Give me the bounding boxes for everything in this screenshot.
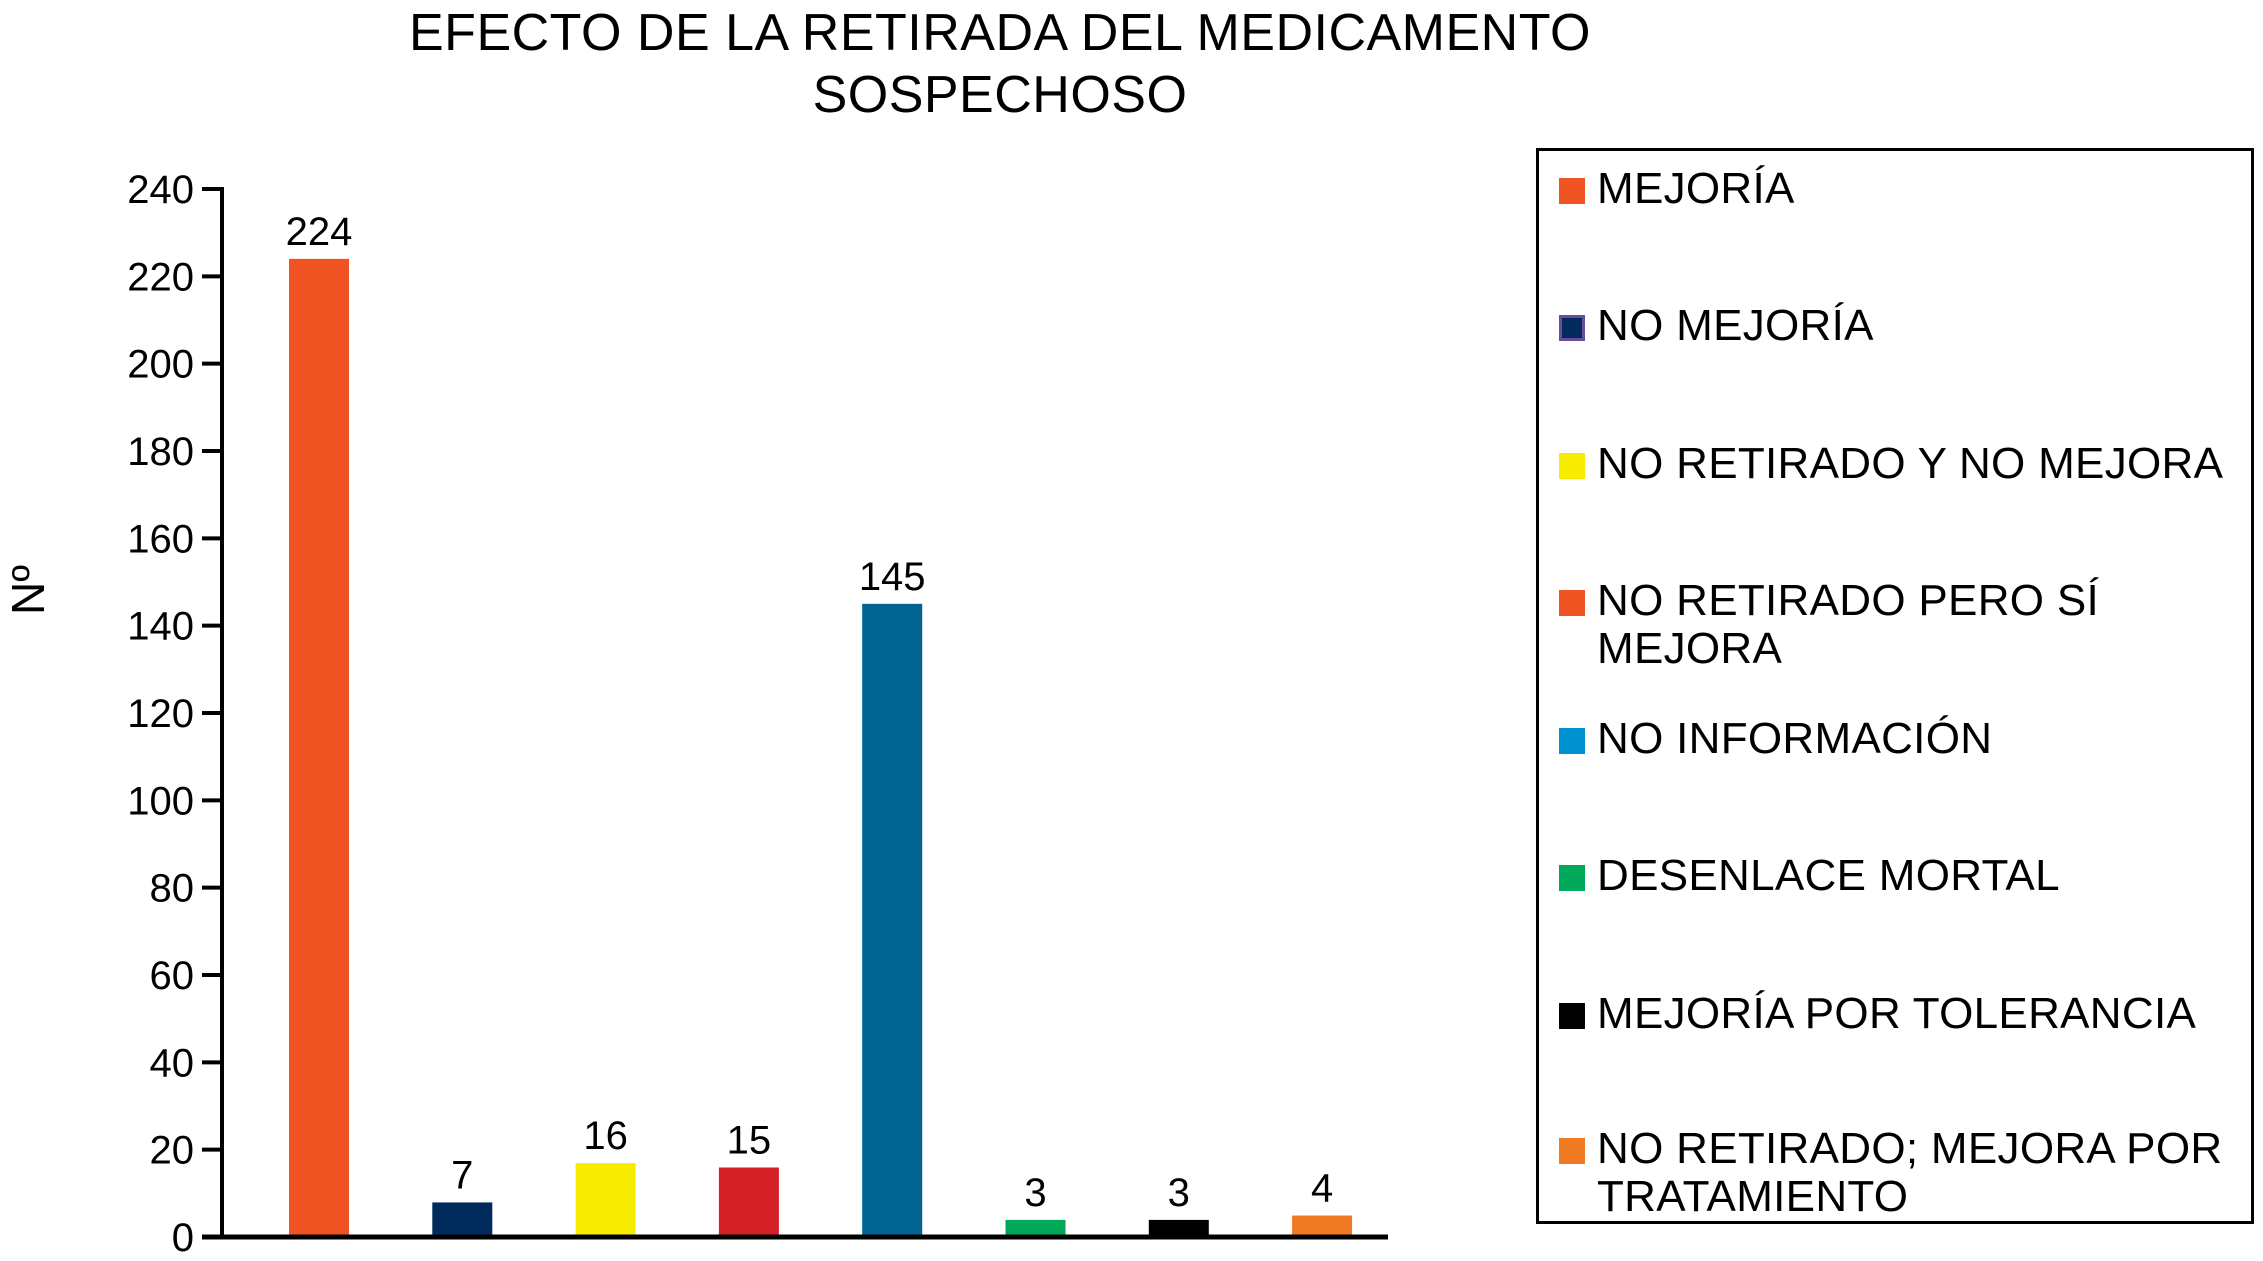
- chart-title-line-1: EFECTO DE LA RETIRADA DEL MEDICAMENTO: [409, 4, 1591, 62]
- bar: [575, 1163, 636, 1237]
- legend-item: NO INFORMACIÓN: [1559, 715, 2249, 763]
- y-tick-label: 160: [127, 517, 194, 561]
- bar: [1005, 1219, 1066, 1237]
- bar-value-label: 145: [859, 555, 926, 599]
- y-tick-label: 80: [150, 867, 195, 911]
- y-tick-label: 40: [150, 1041, 195, 1085]
- y-tick-label: 200: [127, 343, 194, 387]
- legend-swatch: [1559, 590, 1585, 616]
- bar-value-label: 4: [1311, 1167, 1333, 1211]
- legend-item: NO RETIRADO PERO SÍ MEJORA: [1559, 577, 2249, 673]
- y-tick-label: 240: [127, 168, 194, 212]
- y-tick-label: 140: [127, 605, 194, 649]
- chart-title-line-2: SOSPECHOSO: [812, 66, 1188, 124]
- legend-label: DESENLACE MORTAL: [1597, 851, 2060, 900]
- bar-value-label: 3: [1168, 1171, 1190, 1215]
- y-tick-label: 180: [127, 430, 194, 474]
- bar-plot: Nº 0 20 40 60 80 100 120 140 160 180 200 220 240 224…: [2, 168, 1388, 1260]
- y-tick-label: 60: [150, 954, 195, 998]
- legend-label: MEJORÍA POR TOLERANCIA: [1597, 989, 2197, 1038]
- legend-label: NO INFORMACIÓN: [1597, 714, 1993, 763]
- legend-item: NO RETIRADO; MEJORA POR TRATAMIENTO: [1559, 1125, 2249, 1221]
- legend-item: MEJORÍA POR TOLERANCIA: [1559, 990, 2249, 1038]
- legend-item: MEJORÍA: [1559, 165, 2249, 213]
- legend-swatch: [1559, 178, 1585, 204]
- legend-item: NO RETIRADO Y NO MEJORA: [1559, 440, 2249, 488]
- bar-value-label: 15: [727, 1119, 772, 1163]
- legend-swatch: [1559, 315, 1585, 341]
- y-tick-label: 0: [172, 1216, 194, 1260]
- bar: [432, 1202, 493, 1237]
- y-tick-label: 220: [127, 255, 194, 299]
- bar: [1148, 1219, 1209, 1237]
- bar: [1292, 1215, 1353, 1237]
- legend-item: DESENLACE MORTAL: [1559, 852, 2249, 900]
- y-tick-label: 20: [150, 1129, 195, 1173]
- legend-swatch: [1559, 1138, 1585, 1164]
- bar-value-label: 224: [286, 210, 353, 254]
- legend: MEJORÍA NO MEJORÍA NO RETIRADO Y NO MEJORA…: [1536, 148, 2254, 1224]
- legend-label: NO MEJORÍA: [1597, 301, 1874, 350]
- bar: [862, 603, 923, 1237]
- bar: [289, 258, 349, 1237]
- legend-swatch: [1559, 728, 1585, 754]
- bar: [718, 1167, 779, 1237]
- legend-label: NO RETIRADO PERO SÍ MEJORA: [1597, 576, 2099, 673]
- bar-value-label: 16: [583, 1114, 628, 1158]
- legend-swatch: [1559, 865, 1585, 891]
- legend-label: NO RETIRADO Y NO MEJORA: [1597, 439, 2224, 488]
- legend-label: NO RETIRADO; MEJORA POR TRATAMIENTO: [1597, 1124, 2223, 1221]
- legend-item: NO MEJORÍA: [1559, 302, 2249, 350]
- legend-swatch: [1559, 1003, 1585, 1029]
- y-tick-label: 120: [127, 692, 194, 736]
- bar-value-label: 7: [451, 1153, 473, 1197]
- bar-value-label: 3: [1024, 1171, 1046, 1215]
- y-axis-label: Nº: [2, 565, 54, 615]
- y-tick-label: 100: [127, 779, 194, 823]
- legend-swatch: [1559, 453, 1585, 479]
- legend-label: MEJORÍA: [1597, 164, 1795, 213]
